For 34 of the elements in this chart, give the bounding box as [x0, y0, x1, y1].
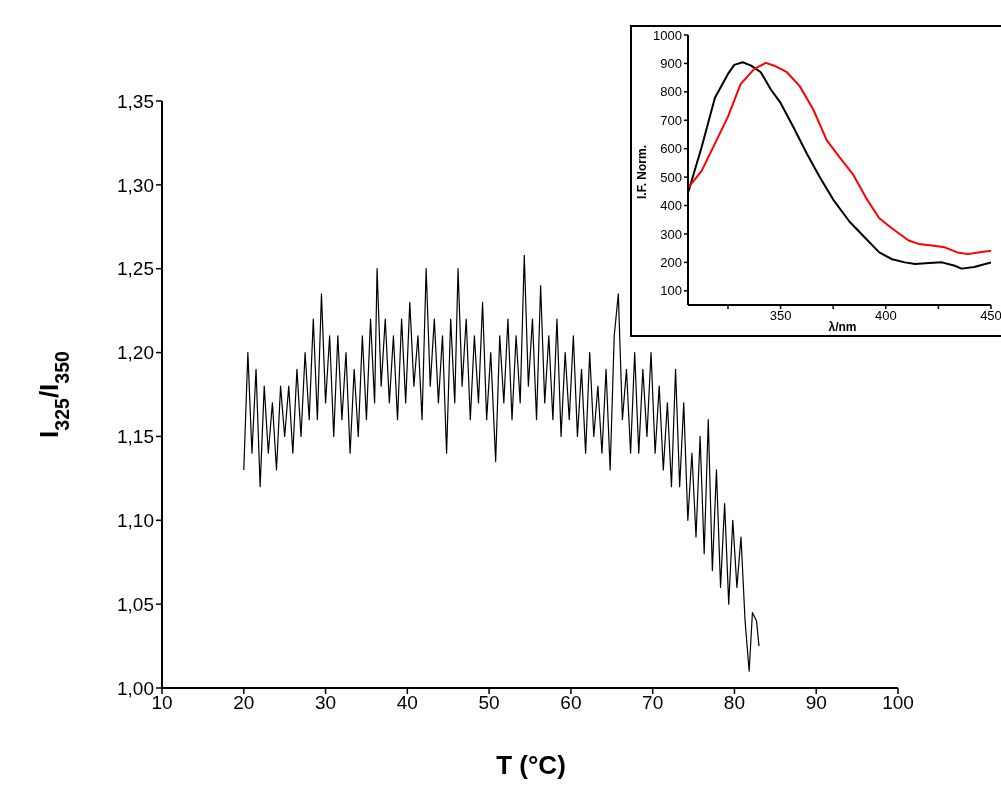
x-tick-label: 350: [769, 308, 792, 324]
y-tick-label: 600: [660, 141, 682, 157]
y-axis-title: I.F. Norm.: [635, 144, 649, 200]
x-tick-label: 30: [314, 692, 337, 714]
y-tick-label: 1,15: [117, 426, 154, 448]
y-tick-label: 1,35: [117, 90, 154, 112]
y-tick-label: 1,00: [117, 677, 154, 699]
y-tick-label: 800: [660, 84, 682, 100]
y-tick-label: 1000: [653, 27, 682, 43]
y-tick-label: 300: [660, 226, 682, 242]
y-tick-label: 400: [660, 198, 682, 214]
y-tick-label: 100: [660, 283, 682, 299]
y-tick-label: 1,30: [117, 174, 154, 196]
x-tick-label: 70: [642, 692, 664, 714]
x-tick-label: 80: [723, 692, 746, 714]
x-tick-label: 60: [560, 692, 582, 714]
x-tick-label: 400: [874, 308, 897, 324]
y-tick-label: 700: [660, 112, 682, 128]
y-tick-label: 200: [660, 254, 682, 270]
y-tick-label: 1,10: [117, 510, 154, 532]
x-tick-label: 50: [478, 692, 500, 714]
x-tick-label: 20: [233, 692, 255, 714]
y-tick-label: 500: [660, 169, 682, 185]
y-tick-label: 1,25: [117, 258, 154, 280]
x-tick-label: 100: [882, 692, 914, 714]
x-tick-label: 450: [980, 308, 1001, 324]
x-tick-label: 40: [396, 692, 418, 714]
x-tick-label: 90: [805, 692, 827, 714]
line-series: [243, 254, 760, 672]
x-axis-title: λ/nm: [828, 320, 857, 334]
x-axis-title: T (°C): [496, 750, 566, 780]
y-tick-label: 1,20: [117, 342, 154, 364]
y-tick-label: 900: [660, 56, 682, 72]
y-tick-label: 1,05: [117, 593, 154, 615]
